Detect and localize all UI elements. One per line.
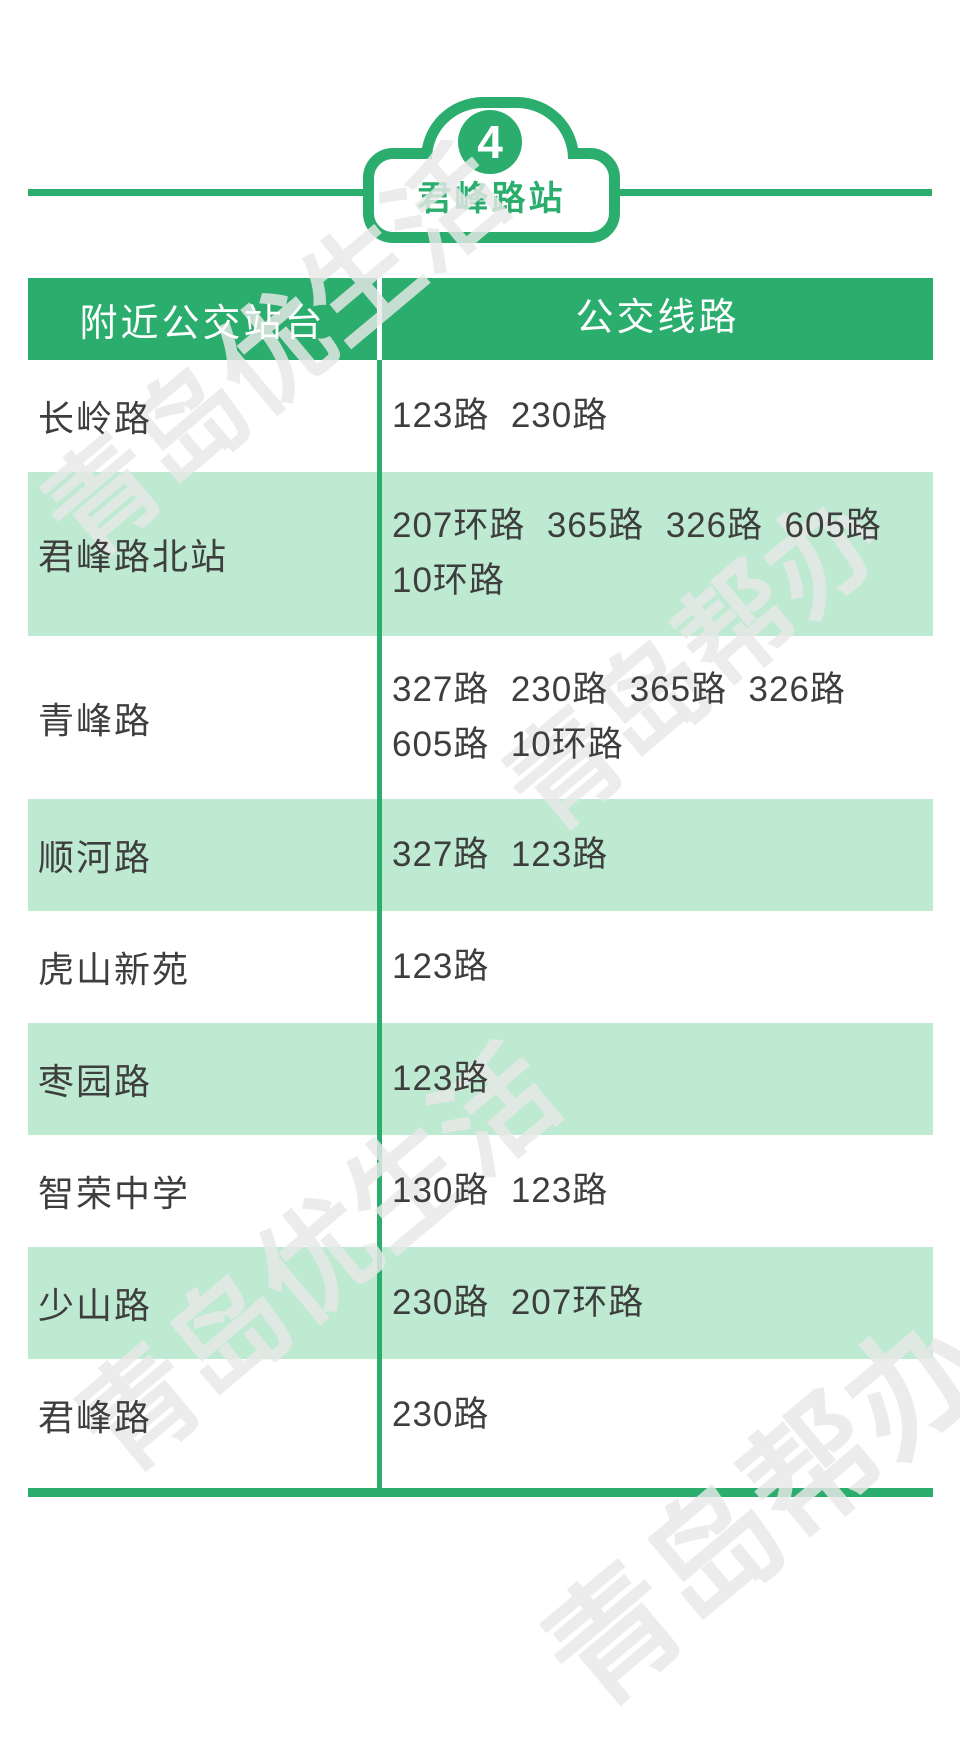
station-name: 智荣中学 xyxy=(38,1173,191,1214)
table-row: 长岭路 123路 230路 xyxy=(28,360,933,472)
header-station-label: 附近公交站台 xyxy=(79,302,326,345)
bus-lines: 207环路 365路 326路 605路 10环路 xyxy=(392,506,904,600)
bus-lines: 123路 xyxy=(392,1058,490,1098)
table-row: 虎山新苑 123路 xyxy=(28,911,933,1023)
header-lines-label: 公交线路 xyxy=(575,297,740,340)
column-divider xyxy=(377,1023,382,1135)
station-name: 君峰路 xyxy=(38,1397,153,1438)
table-header-row: 附近公交站台 公交线路 xyxy=(28,278,933,360)
bus-lines: 230路 207环路 xyxy=(392,1282,645,1322)
table-row: 少山路 230路 207环路 xyxy=(28,1247,933,1359)
column-divider xyxy=(377,360,382,472)
bus-lines: 123路 230路 xyxy=(392,395,609,435)
bus-lines: 130路 123路 xyxy=(392,1170,609,1210)
station-cell: 君峰路 xyxy=(28,1359,377,1471)
bus-lines: 327路 230路 365路 326路 605路 10环路 xyxy=(392,669,868,764)
column-divider xyxy=(377,1471,382,1488)
table-row: 枣园路 123路 xyxy=(28,1023,933,1135)
station-cell: 智荣中学 xyxy=(28,1135,377,1247)
station-name: 青峰路 xyxy=(38,699,153,741)
table-row: 青峰路 327路 230路 365路 326路 605路 10环路 xyxy=(28,636,933,799)
station-name: 顺河路 xyxy=(38,837,153,878)
column-divider xyxy=(377,636,382,799)
station-number: 4 xyxy=(458,110,522,174)
lines-cell: 230路 xyxy=(382,1359,933,1471)
station-name: 君峰路北站 xyxy=(38,536,229,577)
lines-cell: 327路 123路 xyxy=(382,799,933,911)
bus-lines: 327路 123路 xyxy=(392,834,609,874)
station-cell: 枣园路 xyxy=(28,1023,377,1135)
station-cell: 顺河路 xyxy=(28,799,377,911)
station-name: 枣园路 xyxy=(38,1061,153,1102)
column-divider xyxy=(377,1247,382,1359)
station-name: 少山路 xyxy=(38,1285,153,1326)
header-cell-station: 附近公交站台 xyxy=(28,278,377,360)
header-cell-lines: 公交线路 xyxy=(382,278,933,360)
lines-cell: 123路 xyxy=(382,1023,933,1135)
bus-lines: 123路 xyxy=(392,946,490,986)
station-cell: 长岭路 xyxy=(28,360,377,472)
station-cell: 少山路 xyxy=(28,1247,377,1359)
table-row: 君峰路 230路 xyxy=(28,1359,933,1471)
station-cell: 青峰路 xyxy=(28,636,377,799)
column-divider xyxy=(377,911,382,1023)
lines-cell: 123路 xyxy=(382,911,933,1023)
lines-cell: 130路 123路 xyxy=(382,1135,933,1247)
table-row: 君峰路北站 207环路 365路 326路 605路 10环路 xyxy=(28,472,933,636)
table-row: 顺河路 327路 123路 xyxy=(28,799,933,911)
column-divider xyxy=(377,799,382,911)
bus-table: 附近公交站台 公交线路 长岭路 123路 230路 君峰路北站 207环路 36… xyxy=(28,278,933,1488)
lines-cell: 207环路 365路 326路 605路 10环路 xyxy=(382,472,933,636)
lines-cell: 123路 230路 xyxy=(382,360,933,472)
lines-cell: 327路 230路 365路 326路 605路 10环路 xyxy=(382,636,933,799)
column-divider xyxy=(377,1135,382,1247)
lines-cell: 230路 207环路 xyxy=(382,1247,933,1359)
station-cell: 君峰路北站 xyxy=(28,472,377,636)
station-name: 长岭路 xyxy=(38,398,153,439)
bus-lines: 230路 xyxy=(392,1394,490,1434)
column-divider xyxy=(377,472,382,636)
station-cell: 虎山新苑 xyxy=(28,911,377,1023)
station-badge-box: 君峰路站 xyxy=(363,148,620,243)
station-title: 君峰路站 xyxy=(417,180,566,218)
table-footer-spacer xyxy=(28,1471,933,1488)
spacer-cell xyxy=(28,1471,377,1488)
station-name: 虎山新苑 xyxy=(38,949,191,990)
bottom-bar xyxy=(28,1488,933,1497)
column-divider xyxy=(377,1359,382,1471)
table-row: 智荣中学 130路 123路 xyxy=(28,1135,933,1247)
spacer-cell xyxy=(382,1471,933,1488)
